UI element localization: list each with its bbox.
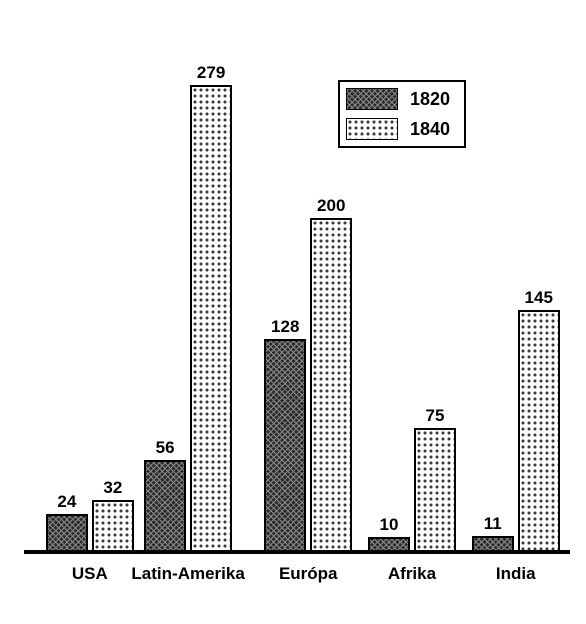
legend-item: 1820 (342, 84, 462, 114)
bar-value-label: 200 (317, 196, 345, 216)
bar-value-label: 145 (525, 288, 553, 308)
legend-swatch (346, 88, 398, 110)
bar: 145 (518, 310, 560, 554)
bar: 128 (264, 339, 306, 554)
bar-group: 128200Európa (264, 218, 352, 554)
bar: 32 (92, 500, 134, 554)
bar-value-label: 56 (156, 438, 175, 458)
category-label: USA (72, 564, 108, 584)
bar-group: 11145India (472, 310, 560, 554)
legend-item: 1840 (342, 114, 462, 144)
bar-value-label: 11 (484, 514, 502, 534)
bar: 279 (190, 85, 232, 554)
bar: 56 (144, 460, 186, 554)
bar: 75 (414, 428, 456, 554)
bar-value-label: 279 (197, 63, 225, 83)
bar-value-label: 10 (380, 515, 399, 535)
bar-value-label: 75 (426, 406, 445, 426)
grouped-bar-chart: 2432USA56279Latin-Amerika128200Európa107… (0, 0, 586, 624)
category-label: Afrika (388, 564, 436, 584)
category-label: Latin-Amerika (131, 564, 244, 584)
bar-value-label: 24 (57, 492, 76, 512)
bar: 24 (46, 514, 88, 554)
legend-label: 1820 (410, 89, 450, 110)
legend-swatch (346, 118, 398, 140)
bar-value-label: 128 (271, 317, 299, 337)
category-label: India (496, 564, 536, 584)
x-axis (24, 550, 570, 554)
legend-label: 1840 (410, 119, 450, 140)
category-label: Európa (279, 564, 338, 584)
bar-value-label: 32 (103, 478, 122, 498)
plot-area: 2432USA56279Latin-Amerika 128200Európa 10 7… (24, 30, 570, 554)
bar-group: 56279Latin-Amerika (144, 85, 232, 554)
bar-group: 1075Afrika (368, 428, 456, 554)
bar: 200 (310, 218, 352, 554)
bar-group: 2432USA (46, 500, 134, 554)
legend: 1820 1840 (338, 80, 466, 148)
